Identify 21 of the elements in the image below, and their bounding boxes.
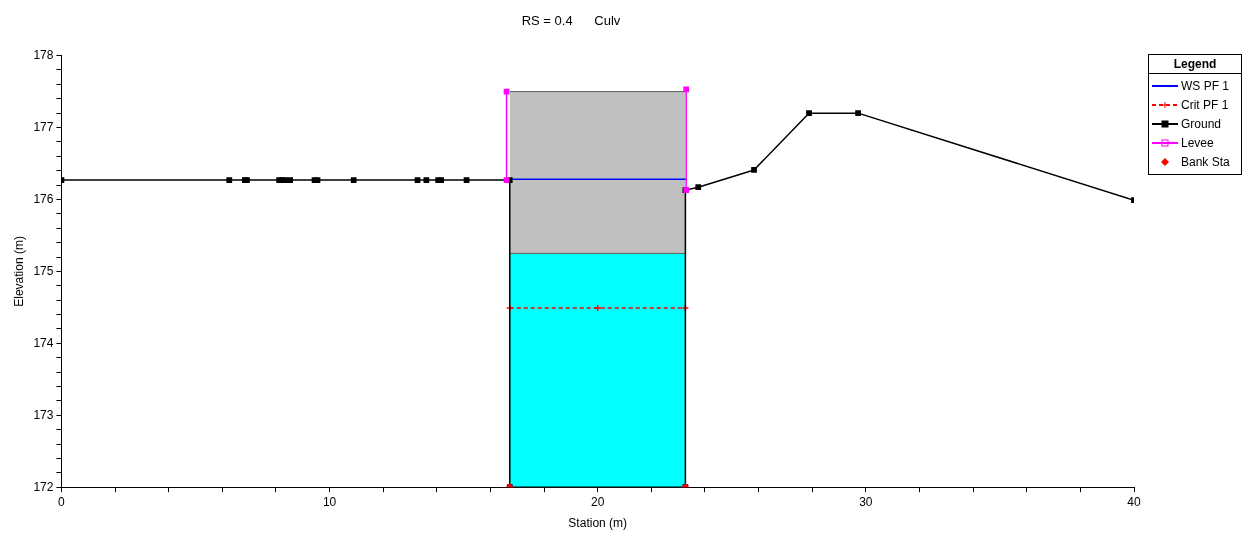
y-axis-title: Elevation (m) <box>11 236 26 307</box>
y-tick-label: 175 <box>33 263 54 278</box>
legend-label: Crit PF 1 <box>1181 98 1229 112</box>
y-tick-label: 177 <box>33 119 54 134</box>
x-tick-label: 30 <box>859 494 873 509</box>
legend-title: Legend <box>1149 55 1241 74</box>
x-tick-label: 10 <box>322 494 337 509</box>
legend-label: Bank Sta <box>1181 155 1230 169</box>
x-axis-title: Station (m) <box>568 516 628 531</box>
y-tick-label: 176 <box>33 191 54 206</box>
legend-label: WS PF 1 <box>1181 79 1230 93</box>
chart-title: RS = 0.4 Culv <box>521 13 621 29</box>
x-tick-label: 20 <box>591 494 605 509</box>
y-tick-label: 173 <box>33 407 54 422</box>
y-tick-label: 178 <box>33 47 54 62</box>
legend-label: Ground <box>1181 117 1222 131</box>
y-tick-label: 172 <box>33 479 54 494</box>
legend-label: Levee <box>1181 136 1214 150</box>
x-tick-label: 0 <box>58 494 66 509</box>
x-tick-label: 40 <box>1127 494 1141 509</box>
y-tick-label: 174 <box>33 335 54 350</box>
